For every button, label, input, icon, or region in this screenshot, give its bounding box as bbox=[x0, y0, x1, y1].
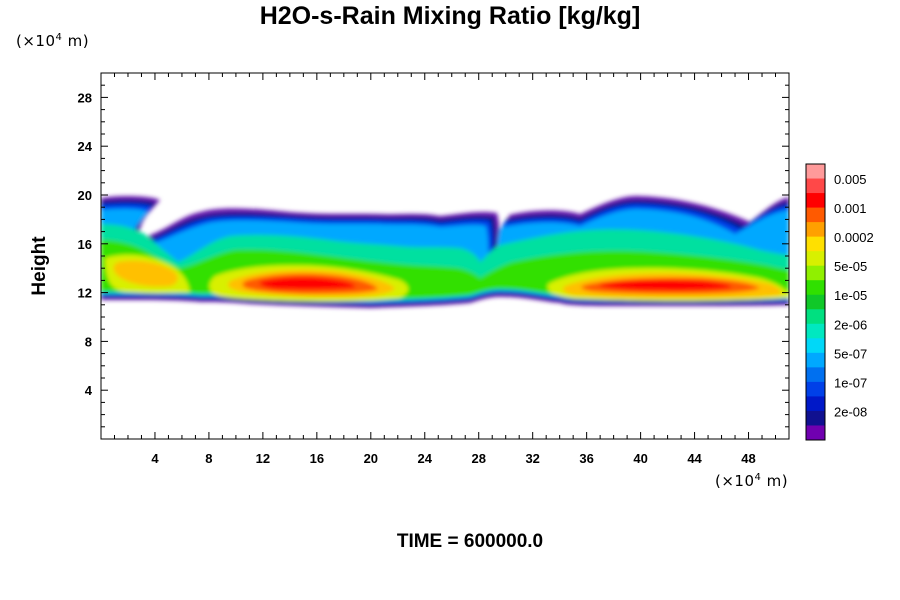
x-axis: 4 8 12 16 20 24 28 32 36 40 44 48 bbox=[113, 73, 777, 466]
colorbar-label: 0.0002 bbox=[834, 230, 874, 245]
x-tick-label: 40 bbox=[633, 451, 647, 466]
colorbar-label: 1e-05 bbox=[834, 288, 867, 303]
colorbar-swatch bbox=[806, 338, 825, 354]
x-tick-label: 28 bbox=[471, 451, 485, 466]
x-tick-label: 24 bbox=[418, 451, 433, 466]
colorbar-swatch bbox=[806, 164, 825, 179]
x-tick-label: 36 bbox=[579, 451, 593, 466]
time-label: TIME = 600000.0 bbox=[396, 531, 544, 552]
colorbar-swatch bbox=[806, 236, 825, 252]
y-tick-label: 8 bbox=[85, 334, 92, 349]
y-tick-label: 4 bbox=[85, 383, 93, 398]
colorbar-label: 1e-07 bbox=[834, 375, 867, 390]
colorbar: 0.005 0.001 0.0002 5e-05 1e-05 2e-06 5e-07 1e-0… bbox=[805, 163, 874, 441]
colorbar-label: 5e-07 bbox=[834, 346, 867, 361]
y-tick-label: 28 bbox=[78, 90, 92, 105]
x-tick-label: 20 bbox=[364, 451, 378, 466]
colorbar-swatch bbox=[806, 294, 825, 310]
x-tick-label: 12 bbox=[256, 451, 270, 466]
colorbar-frame bbox=[805, 163, 826, 441]
colorbar-swatch bbox=[806, 193, 825, 208]
colorbar-swatch bbox=[806, 207, 825, 223]
colorbar-swatch bbox=[806, 352, 825, 368]
colorbar-label: 5e-05 bbox=[834, 259, 867, 274]
x-tick-label: 16 bbox=[310, 451, 324, 466]
colorbar-swatch bbox=[806, 309, 825, 325]
y-tick-label: 16 bbox=[78, 237, 92, 252]
colorbar-swatch bbox=[806, 323, 825, 339]
colorbar-swatch bbox=[806, 178, 825, 194]
colorbar-swatch bbox=[806, 280, 825, 296]
chart-title: H2O-s-Rain Mixing Ratio [kg/kg] bbox=[259, 2, 641, 30]
colorbar-swatch bbox=[806, 381, 825, 397]
x-tick-label: 8 bbox=[205, 451, 212, 466]
x-axis-unit: (×104 m) bbox=[715, 472, 789, 490]
x-tick-label: 44 bbox=[687, 451, 702, 466]
y-tick-label: 20 bbox=[78, 188, 92, 203]
y-tick-label: 24 bbox=[78, 139, 93, 154]
colorbar-label: 0.001 bbox=[834, 201, 867, 216]
colorbar-swatch bbox=[806, 396, 825, 412]
colorbar-swatch bbox=[806, 265, 825, 281]
contour-field bbox=[101, 195, 789, 308]
x-tick-label: 48 bbox=[741, 451, 755, 466]
colorbar-swatch bbox=[806, 425, 825, 441]
colorbar-swatch bbox=[806, 251, 825, 267]
colorbar-swatch bbox=[806, 222, 825, 238]
y-axis-unit: (×104 m) bbox=[16, 32, 90, 50]
x-tick-label: 32 bbox=[525, 451, 539, 466]
x-tick-label: 4 bbox=[151, 451, 159, 466]
y-tick-label: 12 bbox=[78, 286, 92, 301]
colorbar-label: 2e-06 bbox=[834, 317, 867, 332]
colorbar-swatch bbox=[806, 410, 825, 426]
y-axis: 4 8 12 16 20 24 28 bbox=[78, 84, 789, 428]
colorbar-label: 0.005 bbox=[834, 172, 867, 187]
colorbar-swatch bbox=[806, 367, 825, 383]
colorbar-label: 2e-08 bbox=[834, 404, 867, 419]
